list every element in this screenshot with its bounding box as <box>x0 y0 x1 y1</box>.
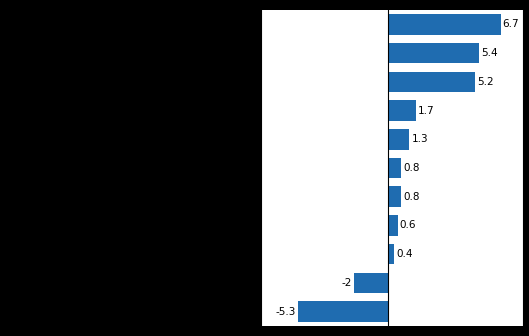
Bar <box>354 272 388 293</box>
Bar <box>388 215 398 236</box>
Bar <box>388 244 394 264</box>
Text: 5.4: 5.4 <box>481 48 497 58</box>
Text: -5.3: -5.3 <box>276 306 296 317</box>
Text: 1.3: 1.3 <box>412 134 428 144</box>
Text: 0.6: 0.6 <box>400 220 416 230</box>
Bar <box>298 301 388 322</box>
Text: -2: -2 <box>341 278 352 288</box>
Bar <box>388 186 401 207</box>
Bar <box>388 158 401 178</box>
Text: 1.7: 1.7 <box>418 106 435 116</box>
Text: 6.7: 6.7 <box>503 19 519 30</box>
Bar <box>388 72 476 92</box>
Text: 5.2: 5.2 <box>477 77 494 87</box>
Bar <box>388 100 416 121</box>
Bar <box>388 129 409 150</box>
Bar <box>388 43 479 64</box>
Text: 0.8: 0.8 <box>403 163 419 173</box>
Bar <box>388 14 500 35</box>
Text: 0.8: 0.8 <box>403 192 419 202</box>
Text: 0.4: 0.4 <box>396 249 413 259</box>
